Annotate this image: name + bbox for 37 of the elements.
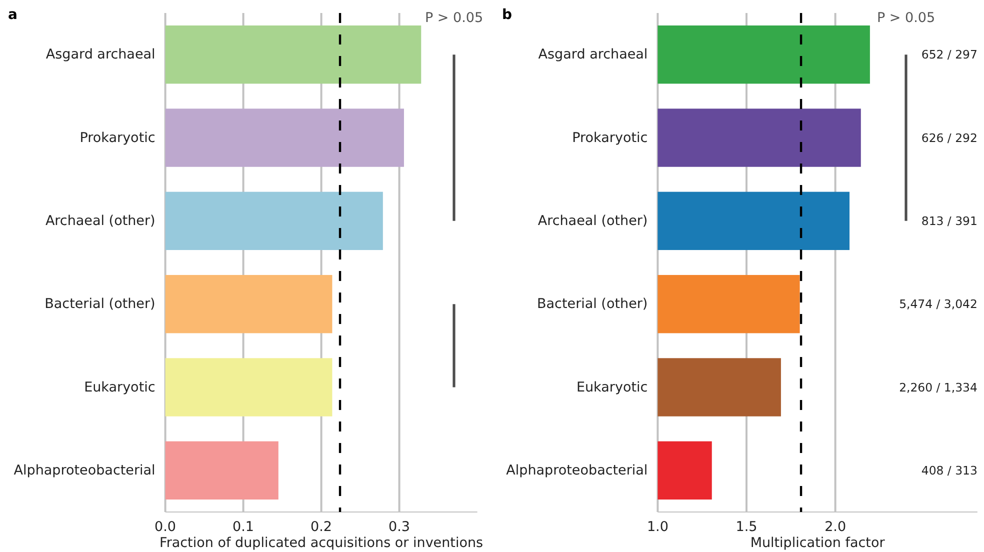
- bar: [165, 274, 332, 334]
- x-tick-label: 0.3: [388, 519, 410, 535]
- bar: [165, 25, 422, 84]
- x-axis-title: Fraction of duplicated acquisitions or inventions: [160, 535, 484, 551]
- y-tick-label: Asgard archaeal: [46, 46, 156, 63]
- text: b: [502, 7, 512, 23]
- x-axis-title: Multiplication factor: [750, 535, 886, 551]
- x-tick-label: 2.0: [824, 519, 846, 535]
- bar: [165, 358, 332, 416]
- annotation: 2,260 / 1,334: [899, 380, 978, 394]
- y-tick-label: Alphaproteobacterial: [14, 462, 156, 478]
- y-tick-label: Bacterial (other): [537, 296, 648, 312]
- annotation: P > 0.05: [876, 10, 936, 26]
- bar: [165, 441, 278, 500]
- x-tick-label: 0.0: [154, 519, 176, 535]
- x-tick-label: 1.0: [646, 519, 668, 535]
- y-tick-label: Alphaproteobacterial: [506, 462, 648, 478]
- text: a: [8, 7, 18, 23]
- annotation: P > 0.05: [424, 10, 484, 26]
- x-tick-label: 0.1: [232, 519, 254, 535]
- y-tick-label: Eukaryotic: [576, 379, 648, 396]
- y-tick-label: Asgard archaeal: [538, 46, 648, 63]
- annotation: 408 / 313: [921, 463, 978, 478]
- annotation: 626 / 292: [921, 130, 978, 145]
- x-tick-label: 1.5: [736, 519, 758, 535]
- y-tick-label: Eukaryotic: [84, 379, 156, 396]
- annotation: 652 / 297: [921, 48, 978, 62]
- bar: [165, 108, 404, 167]
- x-tick-label: 0.2: [310, 519, 332, 535]
- bar: [165, 192, 383, 250]
- y-tick-label: Bacterial (other): [44, 296, 156, 312]
- annotation: 5,474 / 3,042: [899, 297, 978, 312]
- y-tick-label: Prokaryotic: [80, 130, 156, 146]
- annotation: 813 / 391: [921, 214, 978, 228]
- y-tick-label: Archaeal (other): [538, 212, 648, 229]
- y-tick-label: Archaeal (other): [45, 212, 156, 229]
- y-tick-label: Prokaryotic: [572, 130, 648, 146]
